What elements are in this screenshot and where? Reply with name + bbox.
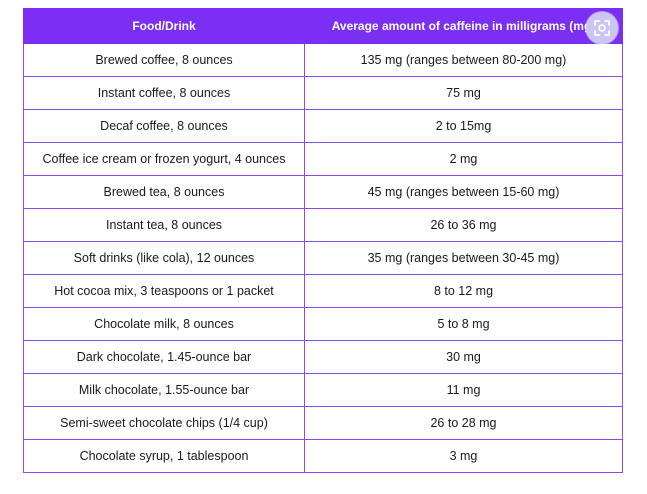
table-header-row: Food/Drink Average amount of caffeine in… xyxy=(23,8,623,44)
cell-caffeine-amount: 5 to 8 mg xyxy=(304,307,623,341)
cell-food-drink: Coffee ice cream or frozen yogurt, 4 oun… xyxy=(23,142,305,176)
cell-food-drink: Instant tea, 8 ounces xyxy=(23,208,305,242)
cell-caffeine-amount: 35 mg (ranges between 30-45 mg) xyxy=(304,241,623,275)
table-row: Semi-sweet chocolate chips (1/4 cup) 26 t… xyxy=(23,406,623,440)
caffeine-table-container: Food/Drink Average amount of caffeine in… xyxy=(23,8,623,473)
cell-caffeine-amount: 2 to 15mg xyxy=(304,109,623,143)
cell-caffeine-amount: 26 to 28 mg xyxy=(304,406,623,440)
table-row: Hot cocoa mix, 3 teaspoons or 1 packet 8 … xyxy=(23,274,623,308)
cell-food-drink: Dark chocolate, 1.45-ounce bar xyxy=(23,340,305,374)
cell-food-drink: Brewed coffee, 8 ounces xyxy=(23,43,305,77)
screenshot-capture-button[interactable] xyxy=(586,12,618,44)
cell-caffeine-amount: 11 mg xyxy=(304,373,623,407)
table-row: Coffee ice cream or frozen yogurt, 4 oun… xyxy=(23,142,623,176)
cell-food-drink: Chocolate syrup, 1 tablespoon xyxy=(23,439,305,473)
cell-caffeine-amount: 30 mg xyxy=(304,340,623,374)
table-row: Chocolate syrup, 1 tablespoon 3 mg xyxy=(23,439,623,473)
table-row: Instant coffee, 8 ounces 75 mg xyxy=(23,76,623,110)
cell-food-drink: Hot cocoa mix, 3 teaspoons or 1 packet xyxy=(23,274,305,308)
header-caffeine-amount: Average amount of caffeine in milligrams… xyxy=(304,8,623,44)
cell-caffeine-amount: 45 mg (ranges between 15-60 mg) xyxy=(304,175,623,209)
table-row: Decaf coffee, 8 ounces 2 to 15mg xyxy=(23,109,623,143)
cell-food-drink: Soft drinks (like cola), 12 ounces xyxy=(23,241,305,275)
cell-food-drink: Brewed tea, 8 ounces xyxy=(23,175,305,209)
cell-food-drink: Decaf coffee, 8 ounces xyxy=(23,109,305,143)
cell-caffeine-amount: 3 mg xyxy=(304,439,623,473)
table-row: Milk chocolate, 1.55-ounce bar 11 mg xyxy=(23,373,623,407)
cell-caffeine-amount: 135 mg (ranges between 80-200 mg) xyxy=(304,43,623,77)
caffeine-table: Food/Drink Average amount of caffeine in… xyxy=(23,8,623,473)
cell-food-drink: Semi-sweet chocolate chips (1/4 cup) xyxy=(23,406,305,440)
screenshot-capture-icon xyxy=(594,20,610,36)
cell-caffeine-amount: 2 mg xyxy=(304,142,623,176)
cell-caffeine-amount: 75 mg xyxy=(304,76,623,110)
cell-caffeine-amount: 8 to 12 mg xyxy=(304,274,623,308)
table-row: Brewed coffee, 8 ounces 135 mg (ranges be… xyxy=(23,43,623,77)
table-row: Chocolate milk, 8 ounces 5 to 8 mg xyxy=(23,307,623,341)
cell-caffeine-amount: 26 to 36 mg xyxy=(304,208,623,242)
header-food-drink: Food/Drink xyxy=(23,8,305,44)
cell-food-drink: Instant coffee, 8 ounces xyxy=(23,76,305,110)
cell-food-drink: Chocolate milk, 8 ounces xyxy=(23,307,305,341)
table-row: Instant tea, 8 ounces 26 to 36 mg xyxy=(23,208,623,242)
table-row: Brewed tea, 8 ounces 45 mg (ranges betwee… xyxy=(23,175,623,209)
cell-food-drink: Milk chocolate, 1.55-ounce bar xyxy=(23,373,305,407)
table-row: Soft drinks (like cola), 12 ounces 35 mg … xyxy=(23,241,623,275)
table-row: Dark chocolate, 1.45-ounce bar 30 mg xyxy=(23,340,623,374)
